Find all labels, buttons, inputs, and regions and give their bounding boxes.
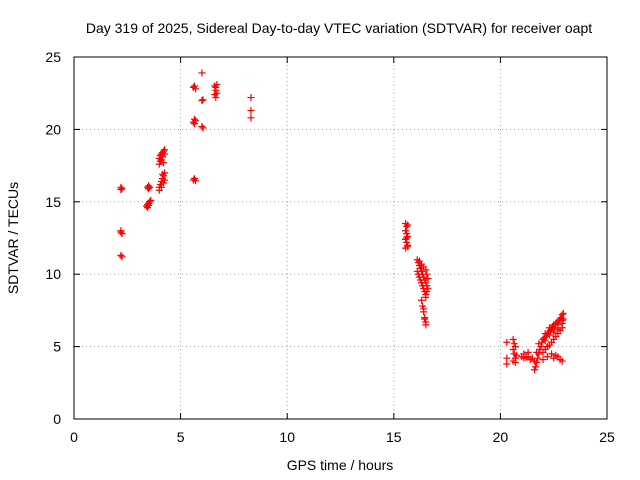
data-point-plus <box>423 270 431 278</box>
data-point-plus <box>247 107 255 115</box>
data-point-plus <box>424 285 432 293</box>
data-point-plus <box>118 230 126 238</box>
data-point-plus <box>212 94 220 102</box>
data-point-plus <box>532 363 540 371</box>
data-point-plus <box>558 319 566 327</box>
data-point-plus <box>117 185 125 193</box>
data-point-plus <box>155 186 163 194</box>
x-tick-label: 20 <box>493 429 509 445</box>
data-point-plus <box>512 351 520 359</box>
data-point-plus <box>247 94 255 102</box>
data-point-plus <box>161 150 169 158</box>
data-point-plus <box>424 275 432 283</box>
y-tick-label: 20 <box>45 121 61 137</box>
chart-title: Day 319 of 2025, Sidereal Day-to-day VTE… <box>86 20 592 36</box>
data-point-plus <box>198 123 206 131</box>
data-point-plus <box>247 114 255 122</box>
data-point-plus <box>554 325 562 333</box>
data-point-plus <box>192 85 200 93</box>
y-tick-label: 15 <box>45 194 61 210</box>
plot-frame <box>73 56 608 420</box>
data-point-plus <box>213 89 221 97</box>
y-tick-label: 25 <box>45 49 61 65</box>
data-point-plus <box>213 81 221 89</box>
data-point-plus <box>511 359 519 367</box>
data-point-plus <box>420 305 428 313</box>
x-tick-label: 15 <box>386 429 402 445</box>
data-point-plus <box>198 69 206 77</box>
x-tick-label: 5 <box>177 429 185 445</box>
data-point-plus <box>403 234 411 242</box>
data-point-plus <box>548 350 556 358</box>
data-point-plus <box>541 330 549 338</box>
data-point-plus <box>117 251 125 259</box>
data-point-plus <box>146 198 154 206</box>
data-point-plus <box>533 348 541 356</box>
x-axis-label: GPS time / hours <box>287 457 394 473</box>
data-point-plus <box>403 222 411 230</box>
data-point-plus <box>192 177 200 185</box>
data-point-plus <box>147 196 155 204</box>
data-point-plus <box>418 296 426 304</box>
grid-lines <box>74 57 607 419</box>
x-tick-label: 0 <box>70 429 78 445</box>
data-point-plus <box>161 176 169 184</box>
data-point-plus <box>145 201 153 209</box>
data-point-plus <box>422 293 430 301</box>
data-point-plus <box>535 340 543 348</box>
y-tick-label: 0 <box>53 411 61 427</box>
data-point-plus <box>509 345 517 353</box>
data-point-plus <box>156 157 164 165</box>
data-point-plus <box>198 96 206 104</box>
data-point-plus <box>404 243 412 251</box>
x-tick-label: 10 <box>279 429 295 445</box>
axis-ticks: 0 5 10 15 20 25 0 5 10 15 20 25 <box>45 49 615 445</box>
data-point-plus <box>199 124 207 132</box>
data-point-plus <box>545 331 553 339</box>
data-point-plus <box>146 183 154 191</box>
data-point-plus <box>404 221 412 229</box>
data-point-plus <box>558 357 566 365</box>
y-axis-label: SDTVAR / TECUs <box>5 182 21 294</box>
data-point-plus <box>543 353 551 361</box>
data-point-plus <box>158 170 166 178</box>
data-point-plus <box>550 328 558 336</box>
y-tick-label: 5 <box>53 339 61 355</box>
data-point-plus <box>520 350 528 358</box>
data-point-plus <box>509 335 517 343</box>
x-tick-label: 25 <box>599 429 615 445</box>
data-point-plus <box>422 266 430 274</box>
data-point-plus <box>160 159 168 167</box>
data-point-plus <box>559 315 567 323</box>
data-points <box>117 69 567 374</box>
data-point-plus <box>118 185 126 193</box>
data-point-plus <box>118 253 126 261</box>
data-point-plus <box>117 228 125 236</box>
data-point-plus <box>524 348 532 356</box>
data-point-plus <box>199 96 207 104</box>
data-point-plus <box>503 338 511 346</box>
data-point-plus <box>545 324 553 332</box>
data-point-plus <box>541 337 549 345</box>
data-point-plus <box>554 353 562 361</box>
data-point-plus <box>503 360 511 368</box>
data-point-plus <box>539 356 547 364</box>
data-point-plus <box>190 120 198 128</box>
y-tick-label: 10 <box>45 266 61 282</box>
data-point-plus <box>550 354 558 362</box>
data-point-plus <box>421 315 429 323</box>
data-point-plus <box>145 185 153 193</box>
data-point-plus <box>531 357 539 365</box>
data-point-plus <box>422 321 430 329</box>
